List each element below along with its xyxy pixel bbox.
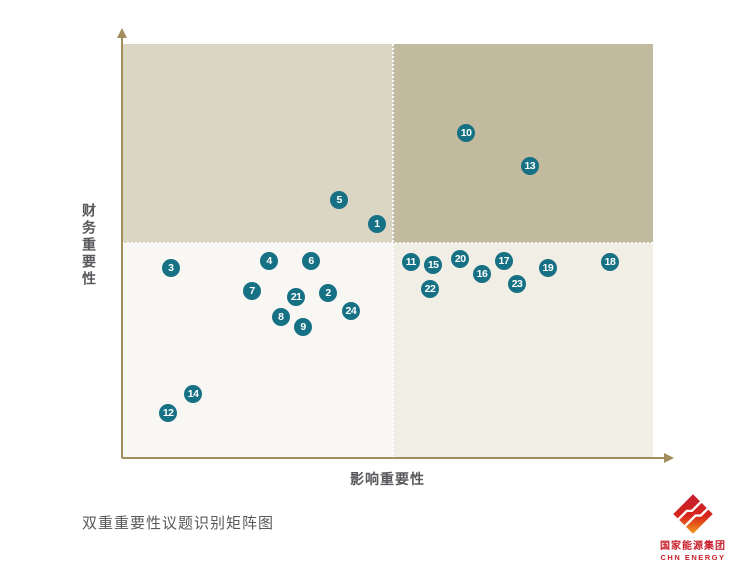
data-point-13: 13	[520, 157, 539, 176]
y-axis-line	[121, 36, 123, 458]
logo-name-en: CHN ENERGY	[660, 553, 726, 562]
data-point-15: 15	[424, 256, 443, 275]
data-point-12: 12	[159, 403, 178, 422]
y-axis-label: 财务重要性	[81, 203, 97, 288]
data-point-22: 22	[420, 280, 439, 299]
data-point-14: 14	[184, 384, 203, 403]
data-point-10: 10	[457, 124, 476, 142]
data-point-7: 7	[243, 282, 262, 301]
data-point-18: 18	[600, 253, 619, 272]
data-point-19: 19	[538, 258, 557, 277]
data-point-24: 24	[341, 302, 360, 321]
data-point-5: 5	[330, 191, 349, 210]
plot-area: 1 2 3 4 5 6 7 8 9 10 11 12 13 14 15 16 17 18 19 20 21 22 23 24	[122, 44, 653, 458]
quadrant-top-left	[122, 44, 393, 243]
data-point-16: 16	[473, 265, 492, 284]
quadrant-bottom-right	[393, 243, 653, 458]
data-point-23: 23	[508, 275, 527, 294]
quadrant-bottom-left	[122, 243, 393, 458]
data-point-3: 3	[161, 258, 180, 277]
chn-energy-logo: 国家能源集团 CHN ENERGY	[652, 492, 734, 562]
quadrant-top-right	[393, 44, 653, 243]
quadrant-divider-horizontal	[122, 242, 653, 244]
data-point-2: 2	[319, 283, 338, 302]
figure-caption: 双重重要性议题识别矩阵图	[82, 515, 275, 532]
data-point-9: 9	[294, 318, 313, 337]
x-axis-line	[122, 457, 667, 459]
x-axis-arrow-icon	[664, 453, 674, 463]
quadrant-divider-vertical	[392, 44, 394, 458]
x-axis-label: 影响重要性	[350, 471, 425, 487]
data-point-4: 4	[260, 251, 279, 270]
y-axis-arrow-icon	[117, 28, 127, 38]
chn-energy-logo-icon	[652, 492, 734, 536]
logo-name-cn: 国家能源集团	[660, 541, 726, 552]
data-point-1: 1	[367, 215, 386, 234]
data-point-21: 21	[287, 287, 306, 306]
data-point-20: 20	[451, 249, 470, 268]
data-point-6: 6	[302, 251, 321, 270]
data-point-8: 8	[271, 307, 290, 326]
data-point-17: 17	[494, 251, 513, 270]
data-point-11: 11	[401, 253, 420, 272]
